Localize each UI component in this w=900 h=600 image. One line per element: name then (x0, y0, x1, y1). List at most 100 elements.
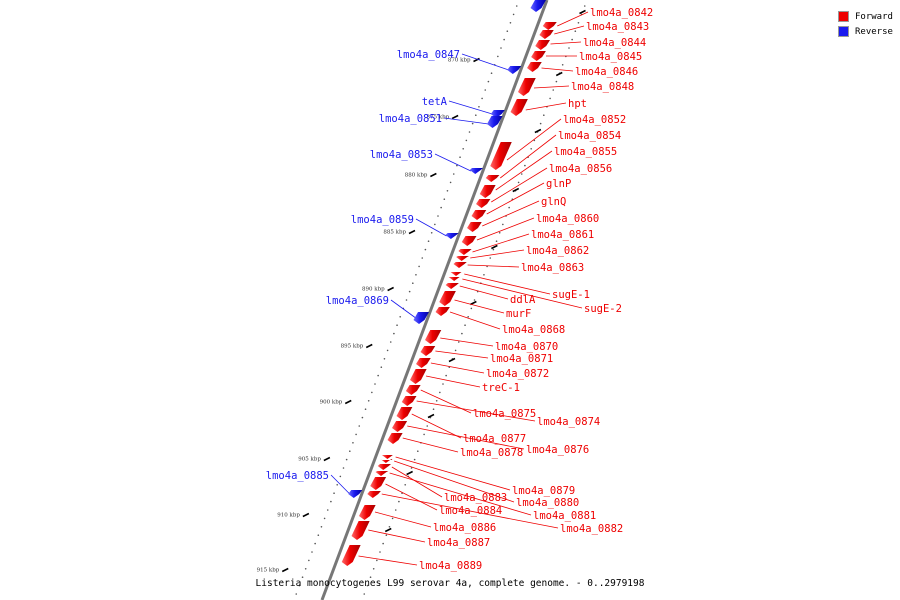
gene-label-lmo4a-0852: lmo4a_0852 (563, 114, 626, 126)
gene-label-lmo4a-0854: lmo4a_0854 (558, 130, 621, 142)
gene-feature-lmo4a-0874 (401, 396, 417, 406)
guide-dot (391, 517, 394, 520)
guide-dot (530, 148, 532, 150)
guide-dot (478, 106, 480, 108)
leader-line (390, 299, 416, 319)
gene-feature-suge-1 (450, 272, 463, 276)
scale-tick-label: 905 kbp (298, 457, 321, 463)
leader-line (500, 134, 557, 179)
guide-dot (571, 38, 573, 41)
guide-dot (361, 416, 364, 419)
guide-dot (424, 248, 427, 251)
guide-dot (481, 97, 483, 100)
guide-dot (502, 223, 504, 226)
scale-tick-label: 880 kbp (405, 173, 428, 179)
scale-tick-label: 900 kbp (320, 400, 343, 406)
scale-tick (408, 229, 416, 235)
gene-feature-lmo4a-0845 (531, 51, 546, 61)
gene-label-lmo4a-0861: lmo4a_0861 (531, 229, 594, 241)
guide-dot (383, 358, 386, 360)
leader-line (467, 264, 520, 268)
dotted-guide-track (295, 5, 586, 595)
scale-tick (387, 286, 394, 292)
gene-feature-lmo4a-0886 (359, 505, 376, 520)
scale-tick (555, 71, 563, 77)
gene-label-lmo4a-0872: lmo4a_0872 (486, 368, 549, 380)
guide-dot (442, 383, 444, 385)
leader-line (402, 437, 459, 453)
guide-dot (506, 30, 509, 32)
gene-feature-lmo4a-0843 (539, 30, 554, 39)
guide-dot (508, 206, 510, 209)
gene-label-ddla: ddlA (510, 294, 536, 306)
gene-feature-lmo4a-0871 (420, 346, 436, 356)
guide-dot (374, 383, 376, 385)
gene-feature-lmo4a-0842 (542, 22, 557, 30)
scale-tick (323, 456, 331, 462)
guide-dot (413, 458, 416, 461)
gene-feature-lmo4a-0876 (392, 421, 408, 432)
guide-dot (459, 156, 461, 158)
gene-label-suge-2: sugE-2 (584, 303, 622, 315)
guide-dot (308, 559, 310, 562)
gene-feature-lmo4a-0880 (380, 459, 393, 463)
leader-line (557, 11, 589, 27)
forward-swatch (838, 11, 849, 22)
guide-dot (471, 122, 474, 125)
scale-tick-label: 890 kbp (362, 287, 385, 293)
gene-feature-lmo4a-0861 (458, 249, 472, 255)
guide-dot (412, 282, 414, 285)
gene-label-lmo4a-0886: lmo4a_0886 (433, 522, 496, 534)
guide-dot (452, 173, 455, 175)
scale-tick (302, 512, 310, 518)
leader-line (476, 217, 535, 241)
guide-dot (500, 47, 502, 49)
guide-dot (487, 80, 490, 83)
gene-label-lmo4a-0889: lmo4a_0889 (419, 560, 482, 572)
gene-feature-lmo4a-0854 (485, 175, 500, 182)
gene-feature-lmo4a-0852 (490, 142, 512, 170)
gene-feature-lmo4a-0883 (377, 464, 391, 470)
guide-dot (377, 374, 379, 377)
guide-dot (345, 458, 348, 461)
guide-dot (311, 551, 313, 553)
guide-dot (404, 484, 407, 486)
guide-dot (561, 64, 564, 66)
guide-dot (489, 257, 492, 259)
scale-tick-label: 875 kbp (427, 115, 450, 121)
guide-dot (372, 568, 375, 570)
gene-label-lmo4a-0844: lmo4a_0844 (583, 37, 646, 49)
guide-dot (449, 181, 452, 184)
legend-label-forward: Forward (855, 11, 893, 22)
guide-dot (462, 148, 465, 150)
guide-dot (398, 500, 400, 503)
leader-line (506, 118, 562, 161)
guide-dot (408, 290, 411, 293)
guide-dot (339, 475, 342, 478)
guide-dot (301, 576, 304, 578)
gene-feature-lmo4a-0869 (413, 312, 429, 324)
gene-feature-lmo4a-0860 (461, 236, 477, 246)
guide-dot (552, 89, 555, 91)
gene-label-lmo4a-0875: lmo4a_0875 (473, 408, 536, 420)
guide-dot (470, 307, 473, 310)
scale-tick-label: 870 kbp (448, 58, 471, 64)
scale-tick (491, 244, 498, 250)
gene-label-lmo4a-0843: lmo4a_0843 (586, 21, 649, 33)
scale-tick (448, 357, 456, 363)
guide-dot (498, 232, 501, 234)
gene-label-lmo4a-0878: lmo4a_0878 (460, 447, 523, 459)
gene-feature-lmo4a-0844 (535, 40, 550, 50)
guide-dot (437, 215, 439, 217)
scale-tick (470, 300, 477, 306)
gene-feature-glnp (471, 210, 487, 220)
gene-label-lmo4a-0842: lmo4a_0842 (590, 7, 653, 19)
gene-feature-lmo4a-0889 (341, 545, 361, 566)
guide-dot (367, 400, 370, 402)
guide-dot (326, 509, 329, 511)
guide-dot (465, 139, 468, 142)
gene-feature-trec-1 (410, 369, 427, 384)
leader-line (407, 425, 525, 450)
gene-feature-lmo4a-0863 (453, 262, 467, 268)
scale-tick (406, 470, 413, 476)
